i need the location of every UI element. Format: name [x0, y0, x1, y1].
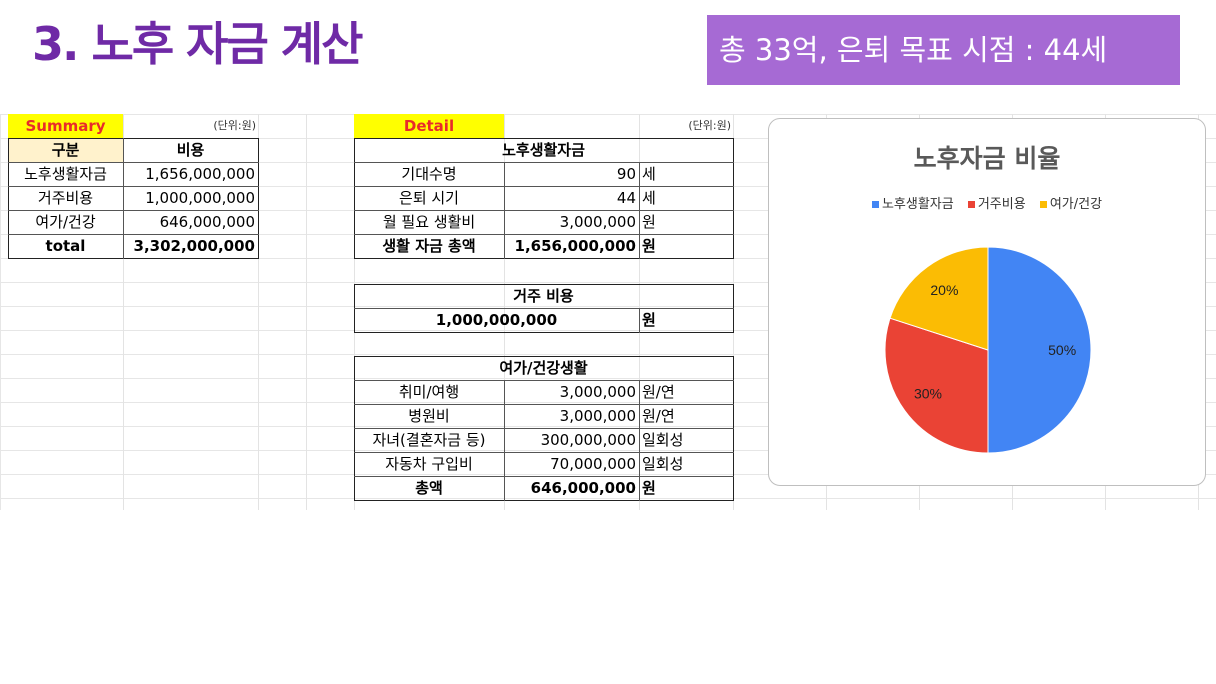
living-total-value[interactable]: 1,656,000,000: [514, 237, 636, 255]
summary-row-value[interactable]: 646,000,000: [159, 213, 255, 231]
table-col-divider: [639, 308, 640, 333]
living-row-name[interactable]: 은퇴 시기: [399, 189, 459, 207]
table-row-divider: [354, 308, 734, 309]
detail-label[interactable]: Detail: [354, 114, 504, 138]
summary-total-value[interactable]: 3,302,000,000: [133, 237, 255, 255]
chart-legend: 노후생활자금 거주비용 여가/건강: [769, 193, 1205, 212]
leisure-total-value[interactable]: 646,000,000: [530, 479, 636, 497]
leisure-row-name[interactable]: 자동차 구입비: [385, 455, 473, 473]
grid-column-line: [504, 114, 505, 510]
summary-header-category[interactable]: 구분: [8, 138, 123, 162]
housing-table-title[interactable]: 거주 비용: [513, 287, 574, 305]
grid-column-line: [123, 114, 124, 510]
living-row-value[interactable]: 3,000,000: [559, 213, 636, 231]
goal-banner: 총 33억, 은퇴 목표 시점 : 44세: [707, 15, 1180, 85]
legend-item[interactable]: 노후생활자금: [871, 197, 954, 212]
summary-header-cost[interactable]: 비용: [176, 141, 205, 159]
legend-swatch-icon: [1039, 201, 1047, 208]
table-row-divider: [8, 162, 259, 163]
leisure-row-value[interactable]: 300,000,000: [540, 431, 636, 449]
pie-slice-label: 30%: [914, 386, 942, 402]
summary-label[interactable]: Summary: [8, 114, 123, 138]
table-row-divider: [354, 210, 734, 211]
legend-label: 거주비용: [977, 197, 1026, 212]
grid-column-line: [258, 114, 259, 510]
table-row-divider: [354, 452, 734, 453]
leisure-total-name[interactable]: 총액: [415, 479, 443, 497]
table-row-divider: [354, 186, 734, 187]
legend-label: 여가/건강: [1049, 197, 1103, 212]
pie-slice-label: 50%: [1048, 342, 1076, 358]
summary-row-value[interactable]: 1,656,000,000: [145, 165, 255, 183]
legend-item[interactable]: 거주비용: [967, 197, 1026, 212]
pie-chart[interactable]: 노후자금 비율 노후생활자금 거주비용 여가/건강 50% 30% 20%: [768, 118, 1206, 486]
table-row-divider: [8, 210, 259, 211]
living-row-name[interactable]: 월 필요 생활비: [382, 213, 476, 231]
table-row-divider: [8, 234, 259, 235]
table-col-divider: [504, 162, 505, 259]
legend-swatch-icon: [967, 201, 975, 208]
summary-row-name[interactable]: 노후생활자금: [24, 165, 107, 183]
chart-title: 노후자금 비율: [913, 144, 1061, 173]
living-total-name[interactable]: 생활 자금 총액: [382, 237, 476, 255]
living-row-unit[interactable]: 세: [642, 165, 656, 183]
leisure-table-title[interactable]: 여가/건강생활: [499, 359, 588, 377]
legend-label: 노후생활자금: [881, 197, 954, 212]
leisure-total-unit[interactable]: 원: [642, 479, 656, 497]
table-row-divider: [354, 404, 734, 405]
living-table-title[interactable]: 노후생활자금: [502, 141, 585, 159]
table-col-divider: [639, 380, 640, 501]
leisure-row-name[interactable]: 병원비: [408, 407, 450, 425]
summary-row-name[interactable]: 여가/건강: [35, 213, 96, 231]
table-col-divider: [123, 138, 124, 259]
housing-unit[interactable]: 원: [642, 311, 656, 329]
detail-unit-note[interactable]: (단위:원): [688, 119, 731, 132]
pie-svg: 50% 30% 20%: [884, 246, 1092, 454]
leisure-row-value[interactable]: 3,000,000: [559, 407, 636, 425]
summary-total-name[interactable]: total: [45, 237, 86, 255]
leisure-row-name[interactable]: 취미/여행: [398, 383, 460, 401]
living-row-unit[interactable]: 세: [642, 189, 656, 207]
pie-slice-2[interactable]: [884, 317, 989, 454]
living-row-unit[interactable]: 원: [642, 213, 656, 231]
living-row-value[interactable]: 44: [616, 189, 636, 207]
grid-column-line: [733, 114, 734, 510]
table-row-divider: [354, 234, 734, 235]
summary-row-name[interactable]: 거주비용: [37, 189, 94, 207]
housing-value[interactable]: 1,000,000,000: [435, 311, 558, 329]
table-col-divider: [504, 380, 505, 501]
pie-slice-1[interactable]: [987, 246, 1092, 454]
leisure-row-name[interactable]: 자녀(결혼자금 등): [372, 431, 486, 449]
table-row-divider: [354, 380, 734, 381]
leisure-row-value[interactable]: 70,000,000: [550, 455, 636, 473]
table-row-divider: [354, 428, 734, 429]
summary-row-value[interactable]: 1,000,000,000: [145, 189, 255, 207]
pie-slice-label: 20%: [930, 282, 958, 298]
table-row-divider: [354, 162, 734, 163]
table-col-divider: [639, 162, 640, 259]
page-title: 3. 노후 자금 계산: [32, 17, 363, 71]
legend-item[interactable]: 여가/건강: [1039, 197, 1103, 212]
pie-slice-3[interactable]: [889, 246, 989, 351]
living-total-unit[interactable]: 원: [642, 237, 656, 255]
legend-swatch-icon: [871, 201, 879, 208]
grid-column-line: [306, 114, 307, 510]
leisure-row-unit[interactable]: 일회성: [642, 431, 684, 449]
summary-unit-note[interactable]: (단위:원): [213, 119, 256, 132]
leisure-row-unit[interactable]: 원/연: [642, 383, 675, 401]
leisure-row-unit[interactable]: 원/연: [642, 407, 675, 425]
table-row-divider: [8, 186, 259, 187]
living-row-value[interactable]: 90: [616, 165, 636, 183]
living-row-name[interactable]: 기대수명: [401, 165, 457, 183]
table-row-divider: [354, 476, 734, 477]
leisure-row-unit[interactable]: 일회성: [642, 455, 684, 473]
leisure-row-value[interactable]: 3,000,000: [559, 383, 636, 401]
